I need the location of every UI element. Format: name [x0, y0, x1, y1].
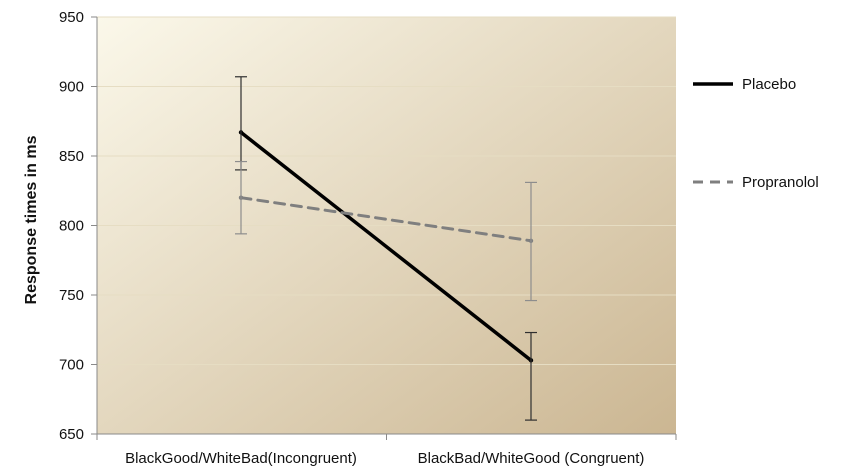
series-line-propranolol [239, 196, 533, 243]
y-tick-label: 700 [59, 357, 84, 374]
x-tick-labels: BlackGood/WhiteBad(Incongruent) BlackBad/… [125, 450, 644, 467]
y-axis-title: Response times in ms [23, 135, 40, 304]
y-tick-label: 900 [59, 79, 84, 96]
error-bars [235, 76, 537, 421]
y-tick-label: 750 [59, 287, 84, 304]
y-tick-label: 650 [59, 426, 84, 443]
legend: Placebo Propranolol [693, 76, 819, 191]
y-tick-label: 850 [59, 148, 84, 165]
legend-label-placebo: Placebo [742, 76, 796, 93]
series-line-placebo [239, 130, 533, 363]
y-axis-label-layer: Response times in ms [23, 135, 40, 304]
y-tick-label: 950 [59, 9, 84, 26]
y-tick-label: 800 [59, 218, 84, 235]
axes [91, 16, 677, 440]
legend-label-propranolol: Propranolol [742, 174, 819, 191]
x-tick-label: BlackBad/WhiteGood (Congruent) [418, 450, 645, 467]
y-tick-labels: 650 700 750 800 850 900 950 [59, 9, 84, 443]
x-tick-label: BlackGood/WhiteBad(Incongruent) [125, 450, 357, 467]
